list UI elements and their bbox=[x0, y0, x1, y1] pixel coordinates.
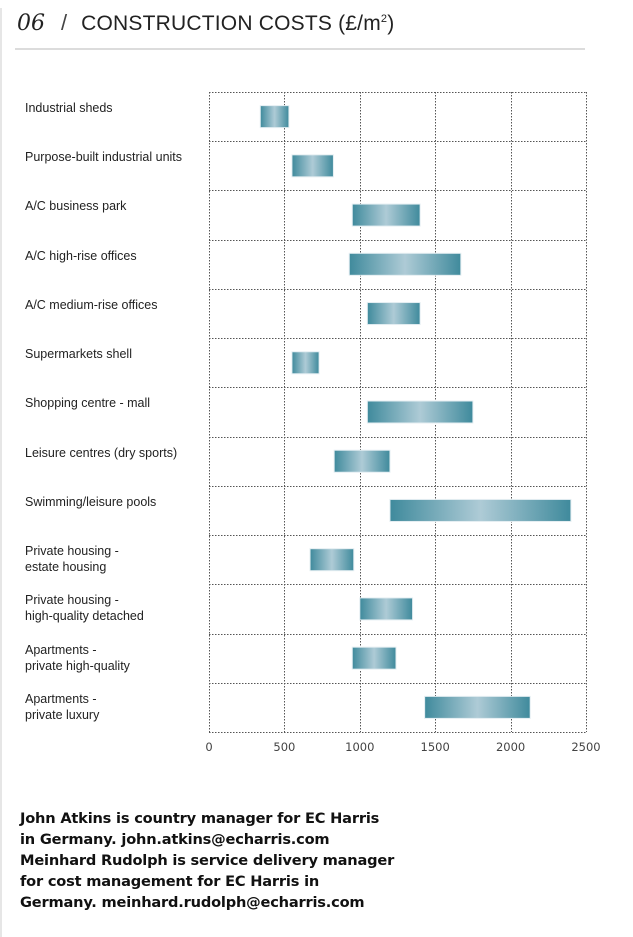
author-bio: John Atkins is country manager for EC Ha… bbox=[20, 808, 420, 913]
category-label-line: Shopping centre - mall bbox=[25, 396, 151, 411]
bars bbox=[259, 105, 572, 719]
category-label-line: private high-quality bbox=[25, 658, 130, 673]
x-tick-label: 500 bbox=[273, 740, 295, 754]
category-label: Purpose-built industrial units bbox=[25, 149, 210, 165]
category-label-line: Swimming/leisure pools bbox=[25, 494, 157, 509]
range-bar bbox=[333, 449, 391, 473]
bio-line: John Atkins is country manager for EC Ha… bbox=[20, 810, 380, 827]
category-label: Apartments - private luxury bbox=[25, 691, 210, 723]
category-label: A/C business park bbox=[25, 198, 210, 214]
category-label: Private housing - high-quality detached bbox=[25, 592, 210, 624]
title-close: ) bbox=[387, 12, 395, 35]
page-title: CONSTRUCTION COSTS (£/m2) bbox=[81, 12, 394, 36]
header-divider bbox=[15, 48, 585, 50]
range-bar bbox=[348, 252, 462, 276]
category-label: Leisure centres (dry sports) bbox=[25, 445, 210, 461]
category-label-line: A/C high-rise offices bbox=[25, 248, 137, 263]
range-bar bbox=[366, 400, 474, 424]
header-separator: / bbox=[61, 10, 68, 35]
bio-line: for cost management for EC Harris in bbox=[20, 873, 320, 890]
range-bar bbox=[291, 154, 334, 178]
x-tick-label: 0 bbox=[205, 740, 212, 754]
range-bar bbox=[351, 203, 421, 227]
category-label: Supermarkets shell bbox=[25, 346, 210, 362]
section-header: 06 / CONSTRUCTION COSTS (£/m2) bbox=[17, 10, 394, 42]
range-bar bbox=[359, 597, 414, 621]
category-label: Industrial sheds bbox=[25, 100, 210, 116]
category-label-line: private luxury bbox=[25, 707, 100, 722]
bio-line: in Germany. john.atkins@echarris.com bbox=[20, 831, 330, 848]
title-superscript: 2 bbox=[380, 13, 388, 25]
range-bar bbox=[389, 498, 572, 522]
x-axis-ticks: 0 500 1000 1500 2000 2500 bbox=[205, 740, 600, 754]
category-label-line: estate housing bbox=[25, 560, 107, 575]
range-bar bbox=[424, 695, 531, 719]
title-text: CONSTRUCTION COSTS (£/m bbox=[81, 12, 381, 35]
category-label: A/C medium-rise offices bbox=[25, 297, 210, 313]
category-label: Shopping centre - mall bbox=[25, 395, 210, 411]
x-tick-label: 2000 bbox=[496, 740, 525, 754]
category-label-line: Private housing - bbox=[25, 544, 119, 559]
range-bar bbox=[351, 646, 397, 670]
category-label: Swimming/leisure pools bbox=[25, 494, 210, 510]
section-number: 06 bbox=[17, 11, 45, 36]
category-label-line: high-quality detached bbox=[25, 609, 144, 624]
bio-line: Meinhard Rudolph is service delivery man… bbox=[20, 852, 395, 869]
range-bar bbox=[366, 302, 421, 326]
page-edge-rule bbox=[0, 8, 2, 937]
category-label: Apartments - private high-quality bbox=[25, 642, 210, 674]
range-bar bbox=[309, 548, 355, 572]
x-tick-label: 1500 bbox=[421, 740, 450, 754]
category-label-line: Supermarkets shell bbox=[25, 347, 132, 362]
bio-line: Germany. meinhard.rudolph@echarris.com bbox=[20, 894, 365, 911]
category-label-line: A/C business park bbox=[25, 199, 127, 214]
category-label-line: Apartments - bbox=[25, 642, 97, 657]
category-label-line: Apartments - bbox=[25, 691, 97, 706]
category-label: A/C high-rise offices bbox=[25, 248, 210, 264]
category-label-line: Private housing - bbox=[25, 593, 119, 608]
x-tick-label: 2500 bbox=[571, 740, 600, 754]
range-bar bbox=[259, 105, 290, 129]
category-label-line: Industrial sheds bbox=[25, 101, 113, 115]
range-bar bbox=[291, 351, 320, 375]
category-label-line: Purpose-built industrial units bbox=[25, 150, 183, 165]
x-tick-label: 1000 bbox=[345, 740, 374, 754]
category-label-line: A/C medium-rise offices bbox=[25, 297, 158, 312]
category-label-line: Leisure centres (dry sports) bbox=[25, 445, 178, 460]
range-bar-chart: 0 500 1000 1500 2000 2500 bbox=[205, 92, 601, 754]
category-label: Private housing - estate housing bbox=[25, 543, 210, 575]
